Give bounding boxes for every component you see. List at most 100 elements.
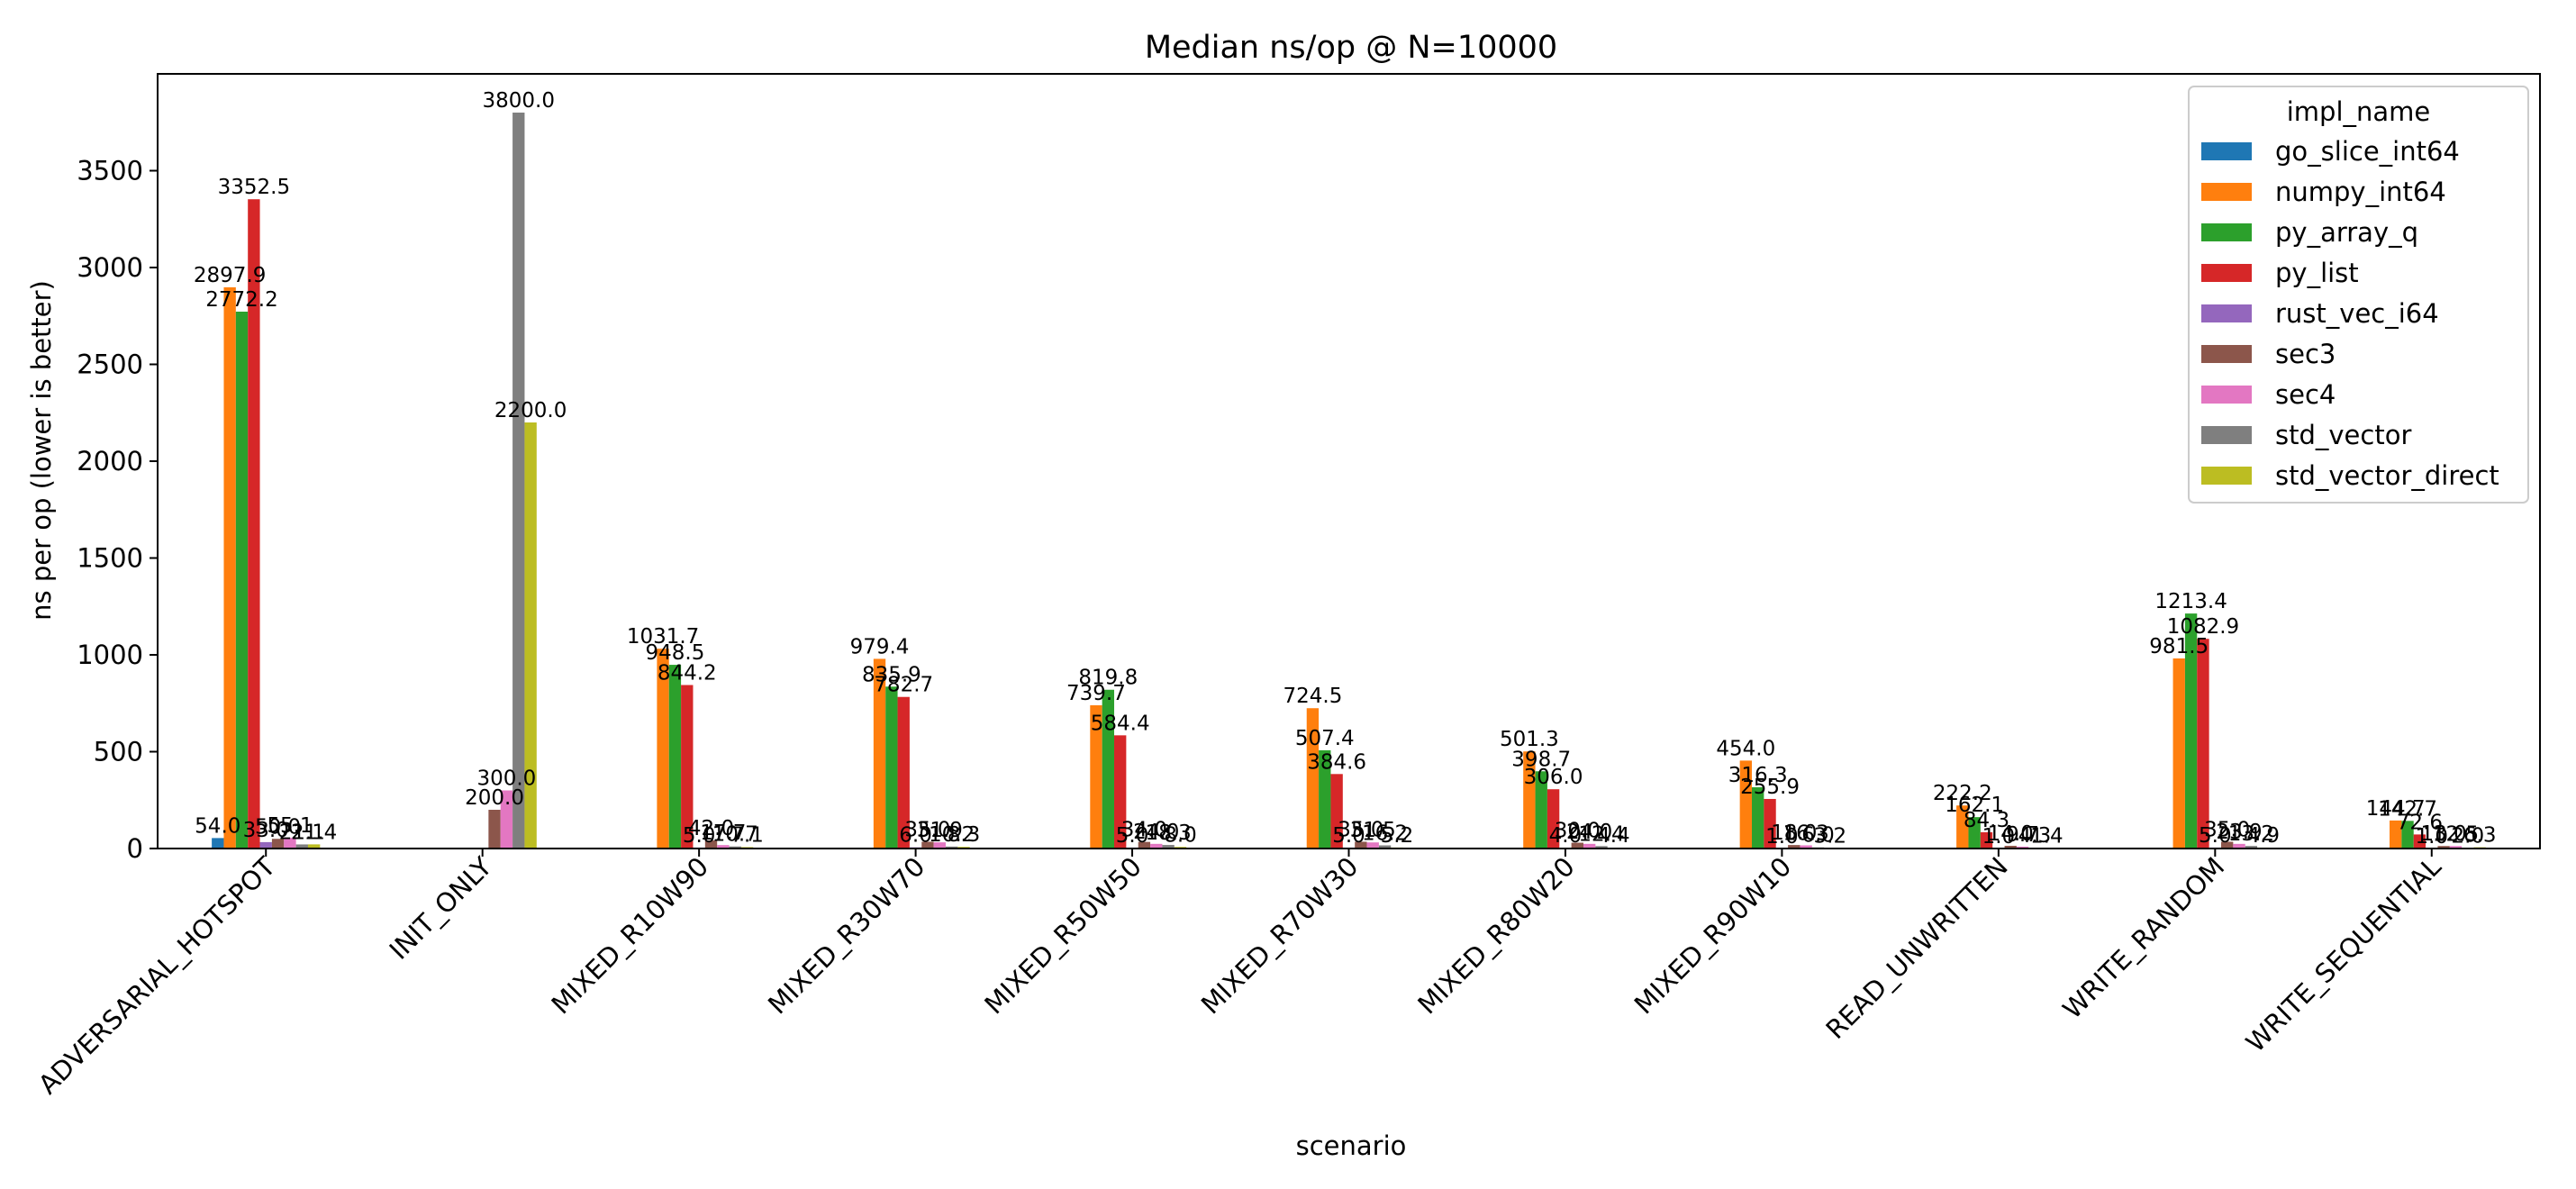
bar-value-label: 5.0	[683, 824, 716, 848]
bar-value-label: 739.7	[1066, 682, 1126, 705]
legend-swatch-py_list	[2201, 264, 2252, 282]
bar-value-label: 1031.7	[627, 625, 699, 649]
bar-value-label: 7.1	[730, 823, 764, 847]
bar-sec4-INIT_ONLY	[500, 790, 513, 849]
bar-value-label: 584.4	[1091, 712, 1150, 735]
bar-value-label: 50.0	[255, 815, 301, 839]
legend-label-go_slice_int64: go_slice_int64	[2275, 136, 2460, 167]
bar-value-label: 31.9	[917, 819, 963, 842]
bar-value-label: 21.1	[279, 821, 325, 844]
bar-value-label: 10.7	[712, 823, 758, 847]
bar-numpy_int64-MIXED_R50W50	[1090, 704, 1102, 849]
bar-std_vector-WRITE_RANDOM	[2245, 846, 2258, 849]
bar-value-label: 501.3	[1500, 728, 1559, 751]
bar-py_list-READ_UNWRITTEN	[1980, 831, 1993, 849]
bar-sec3-READ_UNWRITTEN	[2004, 845, 2017, 849]
x-axis-title: scenario	[1296, 1130, 1407, 1161]
bar-value-label: 55.1	[267, 814, 313, 838]
bar-py_list-MIXED_R70W30	[1330, 774, 1343, 849]
bar-std_vector-INIT_ONLY	[512, 113, 525, 849]
axes-layer: 0 500 1000 1500 2000 2500 3000 3500 ADVERSARIAL_…	[32, 73, 2541, 1100]
bar-value-label: 35.0	[904, 818, 950, 841]
legend-swatch-std_vector_direct	[2201, 467, 2252, 485]
legend-swatch-std_vector	[2201, 426, 2252, 444]
legend-label-std_vector: std_vector	[2275, 420, 2411, 450]
bar-sec4-MIXED_R50W50	[1150, 843, 1163, 849]
x-tick-label: ADVERSARIAL_HOTSPOT	[32, 851, 281, 1100]
bar-value-label: 1.0	[2415, 825, 2448, 849]
bar-value-label: 13.2	[2228, 822, 2274, 846]
bar-py_list-ADVERSARIAL_HOTSPOT	[248, 199, 260, 849]
bar-value-label: 16.2	[1362, 822, 1408, 846]
bar-rust_vec_i64-ADVERSARIAL_HOTSPOT	[259, 841, 272, 849]
bar-value-label: 1.0	[1765, 825, 1799, 849]
bar-value-label: 6.0	[1801, 824, 1835, 848]
bar-value-label: 724.5	[1283, 685, 1342, 708]
bar-value-label: 35.0	[2204, 818, 2250, 841]
bar-py_array_q-READ_UNWRITTEN	[1968, 817, 1981, 849]
bar-value-label: 1082.9	[2167, 615, 2239, 639]
chart-title: Median ns/op @ N=10000	[1145, 30, 1557, 66]
bar-sec3-MIXED_R10W90	[704, 840, 718, 849]
legend-label-rust_vec_i64: rust_vec_i64	[2275, 298, 2439, 329]
bar-value-label: 835.9	[862, 663, 921, 686]
bar-value-label: 8.0	[1164, 823, 1197, 847]
bar-value-label: 21.4	[291, 821, 337, 844]
bar-value-label: 1213.4	[2154, 590, 2227, 613]
y-tick-label: 3500	[77, 156, 143, 186]
bar-std_vector_direct-INIT_ONLY	[524, 422, 537, 849]
legend-box	[2188, 86, 2529, 504]
bar-value-label: 8.3	[948, 823, 981, 847]
bar-value-label: 12.5	[2433, 822, 2479, 846]
bar-value-label: 1.4	[2030, 825, 2064, 849]
x-tick-label: MIXED_R80W20	[1411, 851, 1581, 1021]
y-tick-label: 2000	[77, 446, 143, 477]
bar-sec4-READ_UNWRITTEN	[2016, 846, 2029, 849]
bar-py_list-MIXED_R30W70	[897, 696, 910, 849]
x-tick-label: READ_UNWRITTEN	[1820, 851, 2014, 1045]
bar-value-label: 72.6	[2397, 811, 2443, 834]
bar-numpy_int64-MIXED_R90W10	[1739, 760, 1753, 849]
bar-value-label: 948.5	[645, 641, 704, 665]
bar-value-label: 2.0	[2452, 825, 2485, 849]
bar-value-label: 316.3	[1728, 764, 1788, 787]
bar-value-label: 6.0	[899, 824, 932, 848]
y-tick-label: 2500	[77, 349, 143, 380]
bar-py_list-MIXED_R50W50	[1114, 735, 1127, 849]
bar-numpy_int64-MIXED_R30W70	[873, 658, 886, 849]
bar-py_array_q-MIXED_R90W10	[1752, 787, 1764, 849]
bar-value-label: 5.2	[1381, 824, 1414, 848]
bar-py_array_q-ADVERSARIAL_HOTSPOT	[235, 311, 249, 849]
bar-value-label: 33.0	[243, 819, 289, 842]
bar-value-label: 23.9	[2216, 821, 2262, 844]
bar-value-label: 782.7	[874, 674, 933, 697]
bar-py_list-MIXED_R80W20	[1547, 789, 1560, 849]
bar-py_array_q-MIXED_R70W30	[1319, 749, 1331, 849]
x-tick-label: MIXED_R50W50	[978, 851, 1147, 1021]
bar-std_vector-ADVERSARIAL_HOTSPOT	[295, 844, 308, 849]
bar-value-label: 819.8	[1078, 667, 1138, 690]
bar-numpy_int64-WRITE_SEQUENTIAL	[2390, 820, 2402, 849]
bar-value-label: 454.0	[1716, 737, 1775, 760]
bar-value-label: 3800.0	[483, 89, 555, 113]
bar-value-label: 200.0	[465, 786, 524, 810]
legend-swatch-sec4	[2201, 386, 2252, 404]
bar-sec4-MIXED_R10W90	[717, 845, 730, 849]
bar-value-label: 2200.0	[494, 399, 567, 422]
bar-std_vector-MIXED_R70W30	[1378, 845, 1392, 849]
bar-value-label: 9.7	[2006, 823, 2039, 847]
bar-value-label: 34.0	[1121, 819, 1167, 842]
legend-label-sec4: sec4	[2275, 379, 2336, 410]
bar-sec4-MIXED_R90W10	[1800, 845, 1812, 849]
bar-go_slice_int64-ADVERSARIAL_HOTSPOT	[212, 838, 224, 849]
bar-py_list-MIXED_R10W90	[681, 685, 694, 849]
bar-sec3-INIT_ONLY	[488, 810, 501, 849]
x-tick-label: MIXED_R10W90	[546, 851, 715, 1021]
bar-py_array_q-MIXED_R80W20	[1535, 771, 1547, 849]
bar-value-label: 54.0	[195, 814, 240, 838]
x-tick-label: WRITE_SEQUENTIAL	[2240, 851, 2447, 1058]
bar-sec3-WRITE_RANDOM	[2221, 841, 2234, 849]
bar-value-label: 300.0	[476, 767, 536, 791]
bar-sec4-MIXED_R80W20	[1583, 843, 1596, 849]
